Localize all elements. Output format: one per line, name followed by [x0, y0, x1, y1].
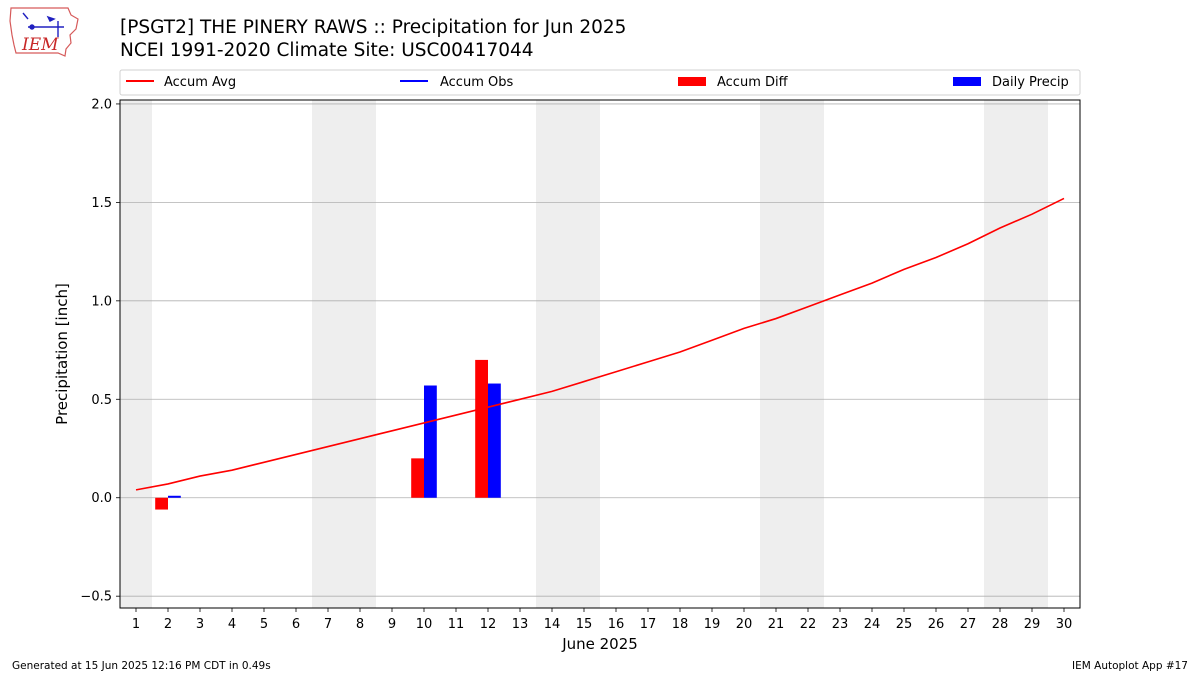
x-tick-label: 15 [576, 617, 593, 632]
x-axis-ticks: 1 2 3 4 5 6 7 8 9 10 11 12 13 14 15 16 17 18 19 20 21 22 23 24 2… [132, 608, 1072, 632]
legend-label: Accum Obs [440, 75, 513, 90]
x-tick-label: 1 [132, 617, 140, 632]
x-tick-label: 8 [356, 617, 364, 632]
logo-text: IEM [21, 35, 59, 55]
x-tick-label: 12 [480, 617, 497, 632]
legend: Accum Avg Accum Obs Accum Diff Daily Precip [119, 69, 1081, 96]
weekend-band [792, 100, 824, 608]
x-tick-label: 30 [1056, 617, 1073, 632]
x-tick-label: 18 [672, 617, 689, 632]
weekend-band [312, 100, 344, 608]
y-tick-label: 1.5 [91, 196, 112, 211]
x-tick-label: 11 [448, 617, 465, 632]
legend-box [119, 69, 1081, 96]
weekend-band [344, 100, 376, 608]
x-axis-label: June 2025 [561, 635, 638, 653]
y-tick-label: 0.0 [91, 491, 112, 506]
weekend-band [120, 100, 152, 608]
legend-label: Accum Avg [164, 75, 236, 90]
daily-precip-bar [488, 383, 501, 498]
x-tick-label: 24 [864, 617, 881, 632]
y-axis-ticks: −0.5 0.0 0.5 1.0 1.5 2.0 [80, 97, 120, 605]
x-tick-label: 25 [896, 617, 913, 632]
legend-label: Accum Diff [717, 75, 789, 90]
weekend-band [760, 100, 792, 608]
x-tick-label: 27 [960, 617, 977, 632]
daily-precip-bar [424, 385, 437, 498]
weekend-band [536, 100, 568, 608]
series-lines [135, 197, 1065, 491]
x-tick-label: 23 [832, 617, 849, 632]
y-axis-label: Precipitation [inch] [53, 283, 71, 425]
chart-title: [PSGT2] THE PINERY RAWS :: Precipitation… [120, 17, 627, 38]
y-tick-label: −0.5 [80, 590, 112, 605]
generated-timestamp: Generated at 15 Jun 2025 12:16 PM CDT in… [12, 660, 271, 672]
legend-bar-swatch [953, 77, 981, 86]
accum-avg-line [135, 197, 1065, 491]
x-tick-label: 4 [228, 617, 236, 632]
app-credit: IEM Autoplot App #17 [1072, 660, 1188, 672]
x-tick-label: 28 [992, 617, 1009, 632]
legend-bar-swatch [678, 77, 706, 86]
x-tick-label: 5 [260, 617, 268, 632]
x-tick-label: 21 [768, 617, 785, 632]
x-tick-label: 2 [164, 617, 172, 632]
bars [155, 359, 501, 510]
weekend-band [1016, 100, 1048, 608]
x-tick-label: 20 [736, 617, 753, 632]
x-tick-label: 22 [800, 617, 817, 632]
daily-precip-bar [168, 495, 181, 498]
x-tick-label: 14 [544, 617, 561, 632]
y-tick-label: 2.0 [91, 97, 112, 112]
legend-label: Daily Precip [992, 75, 1069, 90]
x-tick-label: 19 [704, 617, 721, 632]
plot-frame [119, 99, 1081, 609]
x-tick-label: 3 [196, 617, 204, 632]
y-tick-label: 1.0 [91, 294, 112, 309]
x-tick-label: 13 [512, 617, 529, 632]
grid-lines [120, 103, 1080, 597]
x-tick-label: 16 [608, 617, 625, 632]
weather-station-icon [22, 12, 64, 37]
accum-diff-bar [155, 497, 168, 510]
x-tick-label: 9 [388, 617, 396, 632]
x-tick-label: 6 [292, 617, 300, 632]
iowa-outline-icon [9, 7, 79, 57]
x-tick-label: 29 [1024, 617, 1041, 632]
x-tick-label: 26 [928, 617, 945, 632]
x-tick-label: 17 [640, 617, 657, 632]
y-tick-label: 0.5 [91, 393, 112, 408]
accum-diff-bar [411, 458, 424, 498]
weekend-shading [120, 100, 1048, 608]
chart-subtitle: NCEI 1991-2020 Climate Site: USC00417044 [120, 40, 534, 61]
x-tick-label: 10 [416, 617, 433, 632]
accum-diff-bar [475, 359, 488, 498]
x-tick-label: 7 [324, 617, 332, 632]
weekend-band [568, 100, 600, 608]
weekend-band [984, 100, 1016, 608]
iem-logo: IEM [9, 7, 79, 57]
